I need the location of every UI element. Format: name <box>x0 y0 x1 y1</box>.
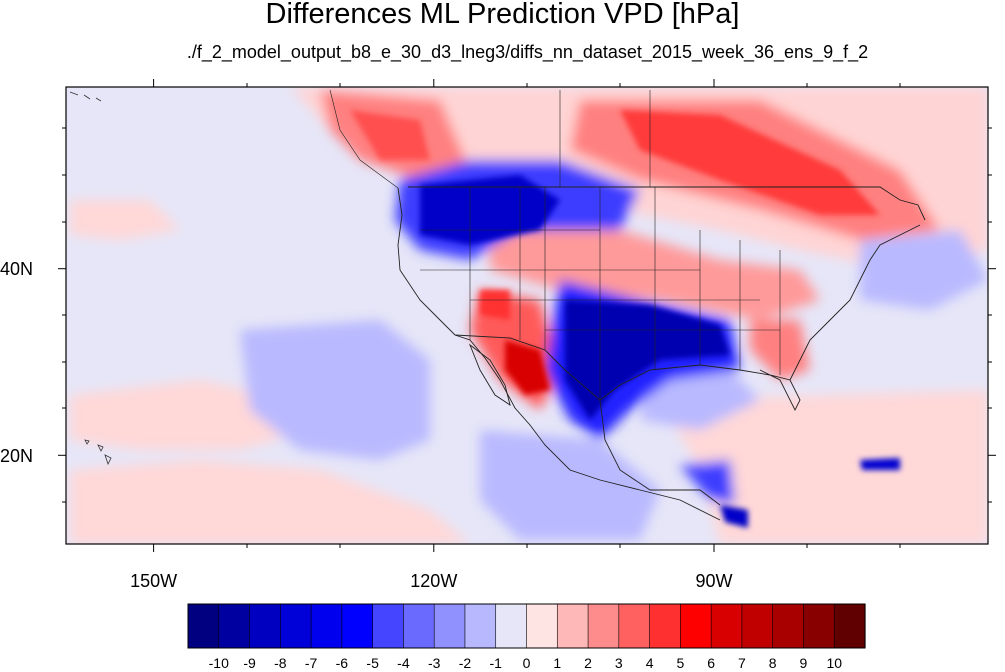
colorbar-label: -6 <box>336 655 349 671</box>
map-subtitle: ./f_2_model_output_b8_e_30_d3_lneg3/diff… <box>186 42 869 62</box>
core-blue-nw <box>420 175 560 245</box>
hawaii-2 <box>84 439 90 445</box>
east-coast-outline <box>789 224 921 381</box>
colorbar-swatch <box>680 603 712 649</box>
colorbar-swatch <box>495 603 528 649</box>
colorbar-label: 0 <box>523 655 531 671</box>
field-pink-pacific-sw <box>70 460 470 544</box>
colorbar-label: -8 <box>274 655 287 671</box>
aleutian-1 <box>69 91 102 102</box>
colorbar-swatch <box>618 603 651 649</box>
colorbar-label: -4 <box>397 655 410 671</box>
canada-provinces <box>329 89 651 189</box>
colorbar-label: 3 <box>615 655 623 671</box>
colorbar-swatch <box>187 603 220 649</box>
colorbar-label: -2 <box>459 655 472 671</box>
baja-outline <box>468 343 511 407</box>
core-blue-central-am <box>720 505 748 528</box>
colorbar-swatch <box>649 603 681 649</box>
us-canada-border <box>408 186 926 221</box>
colorbar-label: 8 <box>769 655 777 671</box>
colorbar-swatch <box>587 603 620 649</box>
xtick-label-120w: 120W <box>410 571 457 591</box>
core-red-bc <box>350 110 430 160</box>
colorbar-swatch <box>372 603 405 649</box>
axis-tick-labels: 150W 120W 90W 40N 20N <box>0 259 733 591</box>
core-red-canada <box>620 110 880 215</box>
hawaii-1 <box>97 444 104 452</box>
map-title: Differences ML Prediction VPD [hPa] <box>265 0 740 30</box>
field-pink-west-band <box>70 200 180 240</box>
west-coast-outline <box>397 187 721 521</box>
map-plot-area <box>66 87 988 544</box>
colorbar-label: 2 <box>584 655 592 671</box>
colorbar-label: 6 <box>707 655 715 671</box>
core-blue-cuba <box>860 458 900 470</box>
state-lines <box>420 187 781 400</box>
xtick-label-150w: 150W <box>130 571 177 591</box>
colorbar-swatch <box>341 603 374 649</box>
colorbar-frame <box>187 603 866 649</box>
colorbar-swatches <box>187 603 866 649</box>
islands <box>69 91 112 466</box>
colorbar-label: 10 <box>826 655 842 671</box>
colorbar-label: -10 <box>209 655 229 671</box>
core-red-sw <box>505 340 550 395</box>
colorbar-label: 9 <box>800 655 808 671</box>
colorbar-swatch <box>310 603 343 649</box>
colorbar-swatch <box>433 603 466 649</box>
colorbar-swatch <box>218 603 251 649</box>
colorbar-labels: -10 -9 -8 -7 -6 -5 -4 -3 -2 -1 0 1 2 3 4 5 6 7 8 9 10 <box>209 655 843 671</box>
colorbar-label: -7 <box>305 655 318 671</box>
colorbar-label: 1 <box>553 655 561 671</box>
colorbar-label: 7 <box>738 655 746 671</box>
axis-ticks <box>58 79 996 552</box>
hawaii-3 <box>104 454 112 466</box>
colorbar-swatch <box>280 603 312 649</box>
colorbar-swatch <box>526 603 558 649</box>
gulf-coast-outline <box>599 364 801 412</box>
colorbar-swatch <box>403 603 435 649</box>
colorbar-label: 5 <box>676 655 684 671</box>
colorbar-swatch <box>741 603 774 649</box>
colorbar-label: -5 <box>366 655 379 671</box>
colorbar-swatch <box>710 603 743 649</box>
colorbar-swatch <box>464 603 497 649</box>
field-pink-caribbean <box>660 390 988 544</box>
core-red-mid <box>480 290 510 320</box>
colorbar-label: -1 <box>490 655 503 671</box>
field-lightblue-atlantic <box>860 230 988 310</box>
colorbar-swatch <box>803 603 835 649</box>
field-blue-caribbean <box>680 460 735 505</box>
colorbar-label: -9 <box>243 655 256 671</box>
colorbar-swatch <box>772 603 805 649</box>
xtick-label-90w: 90W <box>695 571 732 591</box>
political-boundaries <box>329 89 926 521</box>
field-lightblue-pacific <box>240 320 430 460</box>
field-lightblue-mexico-coast <box>480 430 660 540</box>
ytick-label-20n: 20N <box>0 446 33 466</box>
colorbar-swatch <box>833 603 866 649</box>
mexico-gulf-coast <box>599 399 721 506</box>
colorbar-swatch <box>249 603 281 649</box>
colorbar-swatch <box>556 603 589 649</box>
colorbar-label: -3 <box>428 655 441 671</box>
colorbar: -10 -9 -8 -7 -6 -5 -4 -3 -2 -1 0 1 2 3 4 5 6 7 8 9 10 <box>187 603 866 671</box>
ytick-label-40n: 40N <box>0 259 33 279</box>
colorbar-label: 4 <box>646 655 654 671</box>
